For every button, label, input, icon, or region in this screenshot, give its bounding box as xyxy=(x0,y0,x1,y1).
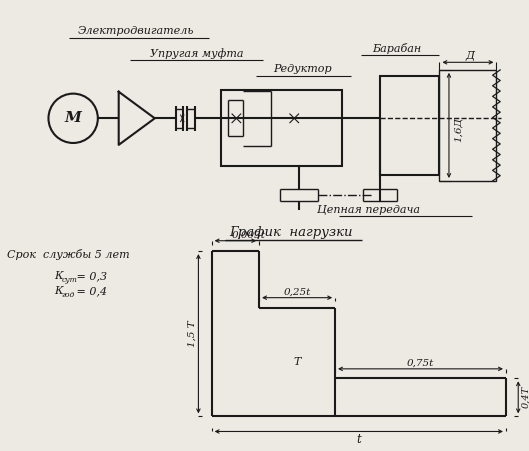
Polygon shape xyxy=(118,92,155,145)
Text: 0,4Т: 0,4Т xyxy=(521,386,529,408)
Text: = 0,4: = 0,4 xyxy=(73,286,107,296)
Text: Т: Т xyxy=(294,357,301,367)
Bar xyxy=(221,90,342,166)
Text: М: М xyxy=(65,111,81,125)
Text: год: год xyxy=(62,291,75,299)
Text: Электродвигатель: Электродвигатель xyxy=(78,26,194,36)
Text: Срок  службы 5 лет: Срок службы 5 лет xyxy=(7,249,130,261)
Text: Барабан: Барабан xyxy=(372,42,422,54)
Text: Цепная передача: Цепная передача xyxy=(317,205,421,216)
Text: График  нагрузки: График нагрузки xyxy=(230,226,353,239)
Text: 0,75t: 0,75t xyxy=(407,359,434,368)
Bar xyxy=(440,70,496,181)
Text: К: К xyxy=(54,271,63,281)
Text: = 0,3: = 0,3 xyxy=(73,271,107,281)
Bar xyxy=(380,76,440,175)
Text: 1,5 Т: 1,5 Т xyxy=(187,320,196,347)
Text: 0,25t: 0,25t xyxy=(284,287,311,296)
Text: t: t xyxy=(357,433,361,446)
Text: Упругая муфта: Упругая муфта xyxy=(150,48,243,59)
Text: 0,003t: 0,003t xyxy=(232,230,266,239)
Text: Редуктор: Редуктор xyxy=(273,64,332,74)
Text: Д: Д xyxy=(466,51,475,61)
Text: К: К xyxy=(54,286,63,296)
Text: 1,6Д: 1,6Д xyxy=(454,117,463,142)
Text: сут: сут xyxy=(62,276,78,284)
